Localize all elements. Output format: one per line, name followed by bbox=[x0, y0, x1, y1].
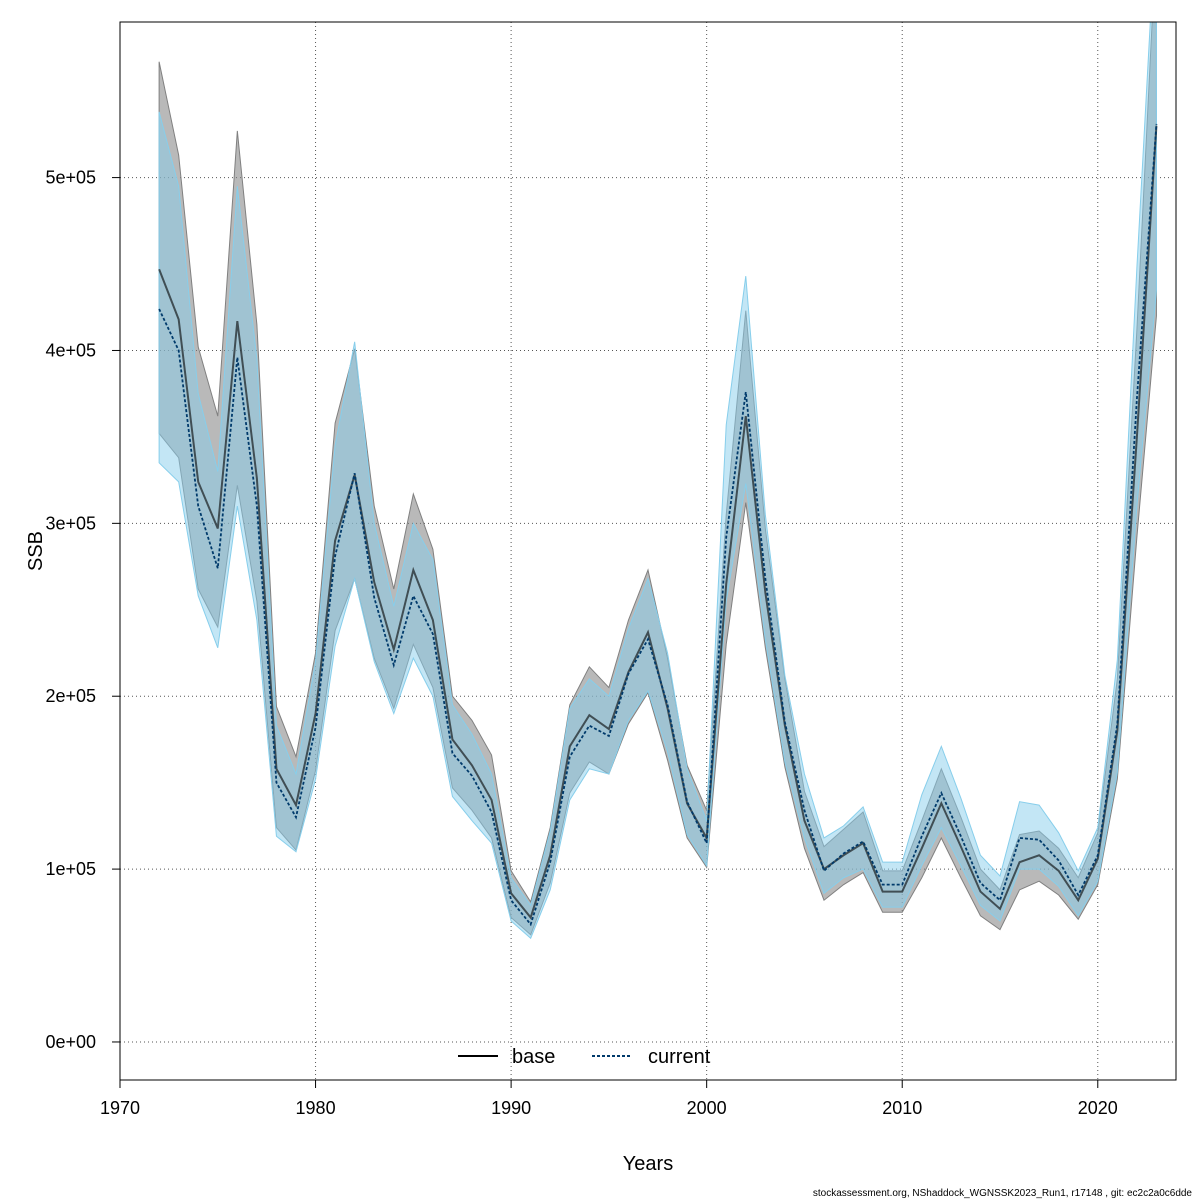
confidence-bands bbox=[158, 22, 1157, 940]
y-tick-label: 2e+05 bbox=[45, 686, 96, 706]
x-tick-label: 2020 bbox=[1078, 1098, 1118, 1118]
grid-lines bbox=[119, 22, 1176, 1080]
y-tick-label: 4e+05 bbox=[45, 340, 96, 360]
line-base bbox=[158, 125, 1158, 920]
x-tick-label: 1970 bbox=[100, 1098, 140, 1118]
x-tick-label: 2000 bbox=[687, 1098, 727, 1118]
series-lines bbox=[158, 123, 1158, 927]
band-current bbox=[158, 22, 1157, 940]
x-tick-label: 1980 bbox=[296, 1098, 336, 1118]
y-axis: 0e+00 1e+05 2e+05 3e+05 4e+05 5e+05 bbox=[45, 168, 120, 1052]
line-current bbox=[158, 123, 1158, 927]
y-tick-label: 0e+00 bbox=[45, 1032, 96, 1052]
legend-label-current: current bbox=[648, 1046, 711, 1068]
x-axis-title: Years bbox=[623, 1153, 673, 1175]
x-axis: 1970 1980 1990 2000 2010 2020 bbox=[100, 1080, 1118, 1118]
x-tick-label: 1990 bbox=[491, 1098, 531, 1118]
y-tick-label: 1e+05 bbox=[45, 859, 96, 879]
y-tick-label: 5e+05 bbox=[45, 168, 96, 188]
y-tick-label: 3e+05 bbox=[45, 513, 96, 533]
y-axis-title: SSB bbox=[25, 531, 47, 571]
plot-frame bbox=[119, 21, 1177, 1081]
x-tick-label: 2010 bbox=[882, 1098, 922, 1118]
footer-text: stockassessment.org, NShaddock_WGNSSK202… bbox=[813, 1188, 1193, 1199]
legend: base current bbox=[458, 1046, 711, 1068]
legend-label-base: base bbox=[512, 1046, 555, 1068]
